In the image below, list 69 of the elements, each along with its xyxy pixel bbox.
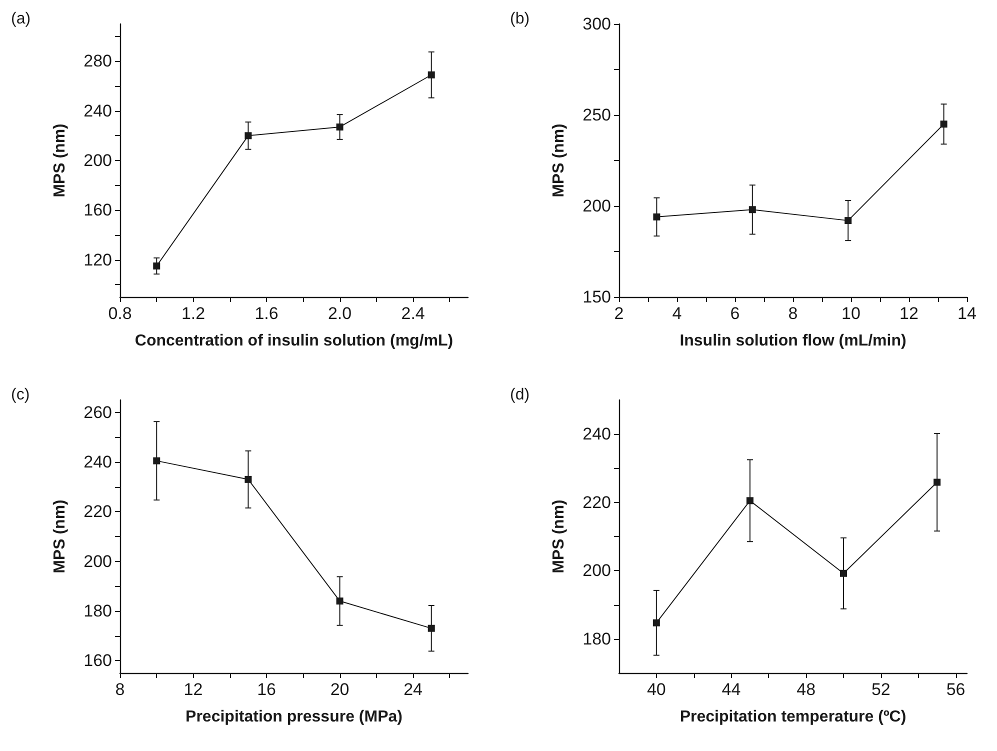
y-tick-label: 240 xyxy=(84,452,112,472)
x-tick-label: 44 xyxy=(722,680,741,699)
y-tick-label: 200 xyxy=(84,151,112,170)
x-tick-label: 4 xyxy=(672,304,682,323)
y-tick-label: 240 xyxy=(582,424,611,444)
x-tick-label: 16 xyxy=(257,680,276,699)
y-tick-label: 120 xyxy=(84,250,112,270)
point xyxy=(934,478,941,486)
x-axis-title: Precipitation pressure (MPa) xyxy=(186,708,402,726)
y-tick-label: 180 xyxy=(582,629,611,648)
x-tick-label: 12 xyxy=(900,304,918,323)
point xyxy=(653,213,660,220)
x-axis-title: Precipitation temperature (ºC) xyxy=(680,708,906,726)
x-tick-label: 2.4 xyxy=(401,304,425,323)
chart-title: (b) xyxy=(510,10,530,28)
y-axis-title: MPS (nm) xyxy=(52,500,68,574)
x-tick-label: 2.0 xyxy=(328,304,352,323)
point xyxy=(746,497,754,504)
point xyxy=(336,123,344,130)
chart-title: (a) xyxy=(11,10,31,28)
x-tick-label: 12 xyxy=(184,680,203,699)
x-tick-label: 20 xyxy=(330,680,350,699)
x-tick-label: 1.2 xyxy=(181,304,206,323)
point xyxy=(428,624,435,632)
point xyxy=(244,132,252,140)
point xyxy=(244,476,252,483)
point xyxy=(940,120,948,128)
x-tick-label: 52 xyxy=(871,680,890,699)
chart-title: (c) xyxy=(11,386,30,404)
point xyxy=(844,217,852,224)
y-tick-label: 250 xyxy=(582,106,611,124)
x-axis-title: Insulin solution flow (mL/min) xyxy=(680,332,906,350)
y-tick-label: 150 xyxy=(582,288,611,306)
x-tick-label: 2 xyxy=(614,304,624,323)
point xyxy=(652,619,660,626)
y-tick-label: 220 xyxy=(84,502,112,522)
point xyxy=(153,262,160,270)
y-tick-label: 200 xyxy=(582,561,611,580)
x-tick-label: 8 xyxy=(115,680,125,699)
y-axis-title: MPS (nm) xyxy=(52,124,68,198)
x-tick-label: 48 xyxy=(796,680,816,699)
y-tick-label: 220 xyxy=(582,492,611,512)
point xyxy=(748,206,756,214)
x-tick-label: 1.6 xyxy=(254,304,278,323)
x-tick-label: 10 xyxy=(842,304,860,323)
y-tick-label: 180 xyxy=(84,601,112,620)
x-tick-label: 8 xyxy=(788,304,798,323)
point xyxy=(153,457,160,464)
point xyxy=(840,570,848,577)
y-tick-label: 260 xyxy=(84,402,112,422)
x-tick-label: 14 xyxy=(958,304,976,323)
point xyxy=(428,71,435,78)
y-tick-label: 300 xyxy=(582,14,611,34)
y-tick-label: 160 xyxy=(84,200,112,220)
point xyxy=(336,598,344,605)
y-axis-title: MPS (nm) xyxy=(550,500,568,574)
y-tick-label: 200 xyxy=(582,196,611,216)
x-tick-label: 24 xyxy=(404,680,423,699)
y-tick-label: 240 xyxy=(84,101,112,120)
y-axis-title: MPS (nm) xyxy=(550,124,568,198)
chart-title: (d) xyxy=(510,386,530,404)
y-tick-label: 200 xyxy=(84,552,112,571)
x-tick-label: 0.8 xyxy=(108,304,132,323)
x-axis-title: Concentration of insulin solution (mg/mL) xyxy=(134,332,454,350)
y-tick-label: 160 xyxy=(84,651,112,670)
x-tick-label: 6 xyxy=(730,304,740,323)
x-tick-label: 56 xyxy=(946,680,966,699)
x-tick-label: 40 xyxy=(646,680,666,699)
y-tick-label: 280 xyxy=(84,52,112,71)
